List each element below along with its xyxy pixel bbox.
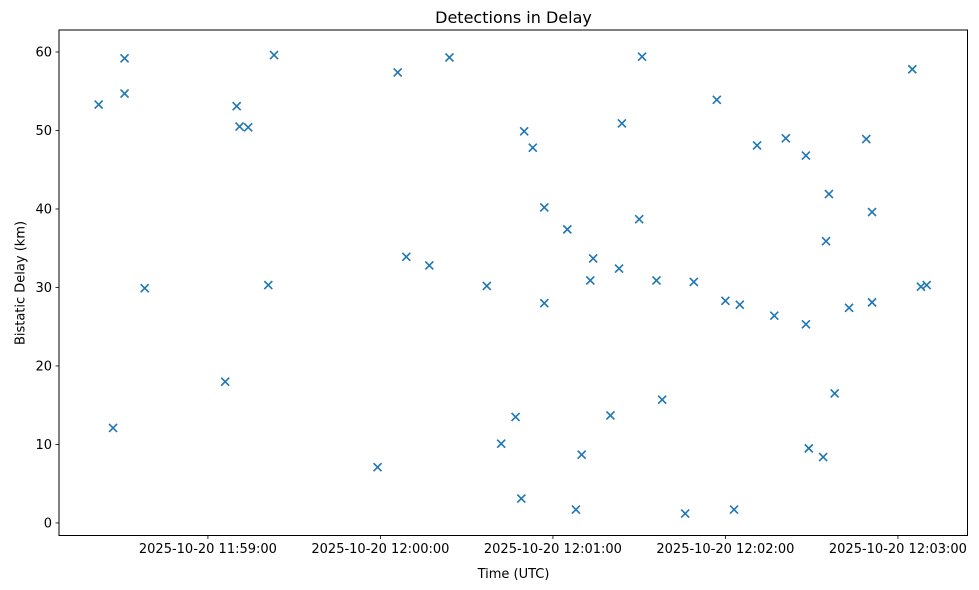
x-axis-label: Time (UTC): [477, 567, 550, 582]
data-point-marker: [634, 214, 644, 224]
x-tick-label: 2025-10-20 11:59:00: [139, 542, 277, 557]
data-point-marker: [614, 264, 624, 274]
data-point-marker: [577, 450, 587, 460]
data-point-marker: [637, 52, 647, 62]
data-point-marker: [821, 236, 831, 246]
data-point-marker: [720, 296, 730, 306]
data-point-marker: [818, 452, 828, 462]
data-point-marker: [119, 53, 130, 63]
data-points: [94, 50, 932, 519]
data-point-marker: [824, 189, 834, 199]
y-tick-label: 30: [35, 281, 52, 296]
data-point-marker: [916, 282, 926, 292]
plot-frame: [58, 29, 968, 536]
x-tick-label: 2025-10-20 12:02:00: [656, 542, 794, 557]
data-point-marker: [372, 462, 383, 472]
data-point-marker: [108, 423, 118, 433]
data-point-marker: [804, 443, 814, 453]
data-point-marker: [401, 252, 411, 262]
data-point-marker: [867, 297, 877, 307]
y-tick-label: 60: [35, 45, 52, 60]
data-point-marker: [801, 319, 811, 329]
y-tick-label: 20: [35, 359, 52, 374]
y-tick-label: 0: [44, 516, 52, 531]
x-tick-label: 2025-10-20 12:00:00: [311, 542, 449, 557]
data-point-marker: [830, 388, 840, 398]
data-point-marker: [232, 101, 242, 111]
data-point-marker: [585, 275, 595, 285]
data-point-marker: [657, 395, 667, 405]
x-tick-label: 2025-10-20 12:01:00: [484, 542, 622, 557]
data-point-marker: [243, 122, 253, 132]
data-point-marker: [867, 207, 877, 217]
y-tick-label: 10: [35, 438, 52, 453]
data-point-marker: [588, 253, 598, 263]
data-point-marker: [539, 202, 549, 212]
data-point-marker: [617, 118, 627, 128]
y-tick-label: 40: [35, 202, 52, 217]
data-point-marker: [689, 277, 699, 287]
data-point-marker: [605, 410, 615, 420]
data-point-marker: [752, 140, 762, 150]
data-point-marker: [140, 283, 150, 293]
data-point-marker: [234, 121, 245, 132]
y-ticks: 0 10 20 30 40 50 60: [35, 45, 59, 531]
data-point-marker: [844, 303, 854, 313]
data-point-marker: [528, 143, 538, 153]
data-point-marker: [510, 412, 521, 422]
data-point-marker: [519, 126, 529, 136]
data-point-marker: [571, 505, 581, 515]
data-point-marker: [922, 280, 932, 290]
data-point-marker: [94, 100, 104, 110]
data-point-marker: [861, 134, 871, 144]
data-point-marker: [907, 64, 917, 74]
data-point-marker: [220, 377, 230, 387]
data-point-marker: [424, 260, 434, 271]
x-ticks: 2025-10-20 11:59:00 2025-10-20 12:00:00 20…: [139, 535, 967, 557]
data-point-marker: [729, 505, 739, 515]
data-point-marker: [735, 300, 745, 310]
data-point-marker: [562, 224, 572, 234]
data-point-marker: [801, 151, 811, 161]
data-point-marker: [539, 298, 549, 308]
y-tick-label: 50: [35, 124, 52, 139]
data-point-marker: [680, 508, 690, 519]
data-point-marker: [269, 50, 279, 60]
data-point-marker: [651, 275, 661, 285]
data-point-marker: [444, 52, 454, 63]
data-point-marker: [516, 494, 526, 504]
x-tick-label: 2025-10-20 12:03:00: [829, 542, 967, 557]
data-point-marker: [712, 95, 722, 105]
data-point-marker: [393, 67, 403, 77]
data-point-marker: [769, 311, 779, 321]
data-point-marker: [781, 133, 791, 143]
data-point-marker: [482, 281, 492, 291]
data-point-marker: [496, 439, 506, 449]
chart-title: Detections in Delay: [435, 8, 592, 27]
data-point-marker: [119, 89, 130, 99]
data-point-marker: [263, 280, 273, 290]
